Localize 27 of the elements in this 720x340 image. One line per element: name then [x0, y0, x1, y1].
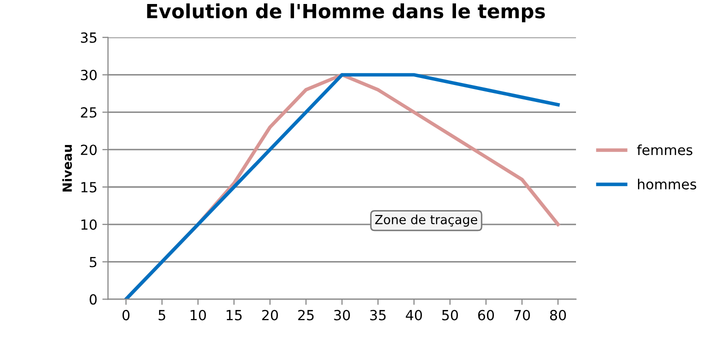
- y-tick-label: 15: [81, 182, 96, 192]
- x-tick-label: 0: [122, 310, 130, 320]
- y-tick-label: 35: [80, 32, 96, 43]
- line-series: [124, 73, 560, 300]
- y-tick-label: 30: [80, 70, 97, 80]
- legend-label: femmes: [637, 144, 692, 156]
- x-tick-label: 35: [370, 310, 386, 320]
- x-tick-label: 20: [262, 310, 278, 320]
- x-tick-label: 40: [406, 310, 422, 320]
- x-tick-label: 25: [298, 310, 314, 320]
- y-tick-label: 20: [80, 144, 97, 156]
- x-tick-label: 15: [226, 310, 242, 320]
- chart-title: Evolution de l'Homme dans le temps: [147, 3, 545, 22]
- annotation: Zone de traçage: [375, 214, 478, 227]
- x-tick-label: 10: [190, 310, 206, 320]
- x-tick-label: 5: [158, 310, 166, 320]
- legend-label: hommes: [638, 178, 696, 190]
- y-axis-title: Niveau: [62, 144, 72, 192]
- y-tick-label: 0: [90, 294, 97, 305]
- x-tick-label: 30: [334, 310, 350, 320]
- x-tick-label: 80: [550, 310, 566, 320]
- x-tick-label: 60: [478, 310, 494, 320]
- x-tick-label: 70: [514, 310, 530, 320]
- y-tick-label: 10: [81, 219, 97, 230]
- y-tick-label: 25: [80, 107, 96, 118]
- y-tick-label: 5: [90, 256, 96, 268]
- x-tick-label: 50: [442, 310, 458, 320]
